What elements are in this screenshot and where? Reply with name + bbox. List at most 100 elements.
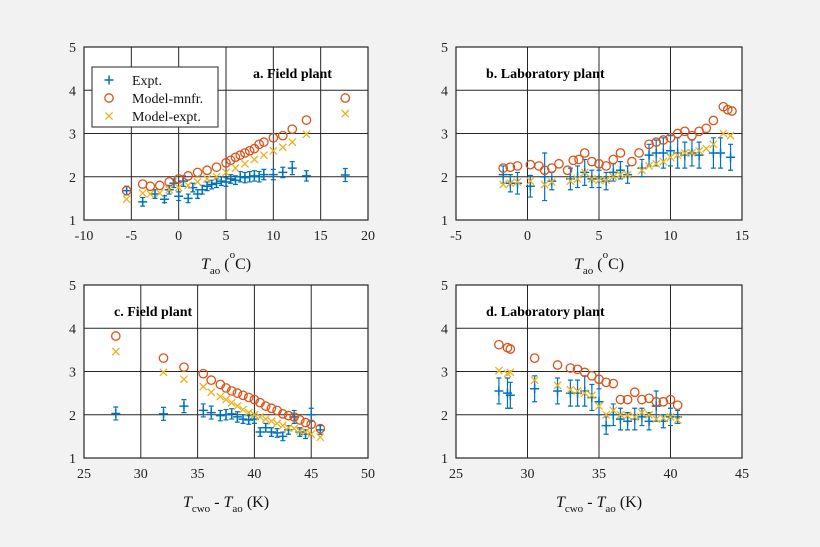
y-tick-label: 5 [69,41,76,56]
data-point [341,109,350,118]
data-point [267,417,276,426]
data-point [580,389,589,398]
data-point [289,412,300,422]
data-point [272,428,282,438]
legend-label: Model-expt. [132,110,201,125]
data-point [615,394,626,405]
y-tick-label: 3 [69,366,76,381]
data-point [111,347,120,356]
data-point [235,172,245,182]
y-tick-label: 3 [69,128,76,143]
data-point [708,115,719,126]
data-point [644,410,654,419]
data-point [226,386,237,396]
data-point [244,145,255,156]
legend-marker [104,75,114,85]
x-axis-label-part: o [603,249,609,261]
data-point [207,180,217,190]
data-point [726,152,736,162]
data-point [294,415,305,425]
data-point [498,170,508,180]
data-point [268,170,278,180]
series-model-expt- [122,109,350,204]
x-tick-label: 15 [735,229,749,244]
panel-title: c. Field plant [114,305,193,320]
data-point [278,167,288,177]
data-point [266,403,277,414]
x-tick-label: -10 [75,229,94,244]
data-point [232,412,242,422]
data-point [245,172,255,182]
data-point [499,180,508,189]
data-point [155,189,164,198]
data-point [566,385,575,394]
data-point [602,176,611,185]
y-tick-label: 5 [69,279,76,294]
data-point [278,421,287,430]
panel-a: -10 -5 0 5 10 15 20 1 2 3 4 5 a. Field plant Tao (oC)… [69,41,375,277]
series-model-mnfr- [121,93,351,196]
panel-title: a. Field plant [253,67,332,82]
data-point [122,186,132,196]
data-point [233,402,242,411]
x-axis-label-part: T [556,494,566,511]
x-tick-label: 0 [175,229,182,244]
data-point [687,148,697,158]
data-point [608,410,618,420]
x-tick-label: 30 [134,467,148,482]
data-point [608,154,619,165]
x-axis-label-part: ( [593,256,602,273]
data-point [250,410,259,419]
x-tick-label: 0 [524,229,531,244]
y-tick-label: 4 [69,322,76,337]
data-point [553,381,562,390]
data-point [630,412,639,421]
data-point [652,415,661,424]
data-point [301,115,312,125]
data-point [722,104,733,115]
x-tick-label: 50 [361,467,375,482]
data-point [594,158,604,169]
y-tick-label: 2 [69,409,76,424]
data-point [261,423,271,433]
data-point [666,412,675,421]
data-point [651,137,662,147]
x-axis-label-part: (K) [616,494,642,511]
data-point [232,388,243,398]
data-point [256,412,265,421]
data-point [221,158,231,168]
data-point [665,132,676,143]
series-expt- [122,161,350,207]
data-point [609,406,618,415]
data-point [230,175,240,185]
data-point [110,331,121,341]
data-point [494,339,504,350]
data-point [637,166,646,175]
data-point [658,148,668,158]
data-point [202,165,212,176]
y-tick-label: 4 [441,322,448,337]
data-point [665,394,676,405]
data-point [566,177,575,186]
data-point [221,410,231,420]
data-point [701,123,712,134]
data-point [306,410,316,420]
data-point [290,424,299,433]
data-point [259,151,268,160]
x-axis-label: Tcwo - Tao (K) [183,494,269,515]
data-point [340,170,350,180]
data-point [587,174,596,183]
data-point [184,181,193,190]
data-point [269,146,278,155]
data-point [243,392,254,403]
data-point [601,421,611,431]
data-point [530,376,539,385]
x-tick-label: 15 [314,229,328,244]
axes-box [83,284,369,459]
data-point [215,411,225,421]
data-point [623,411,632,420]
x-tick-label: 5 [596,229,603,244]
data-point [644,150,654,160]
data-point [672,400,683,411]
